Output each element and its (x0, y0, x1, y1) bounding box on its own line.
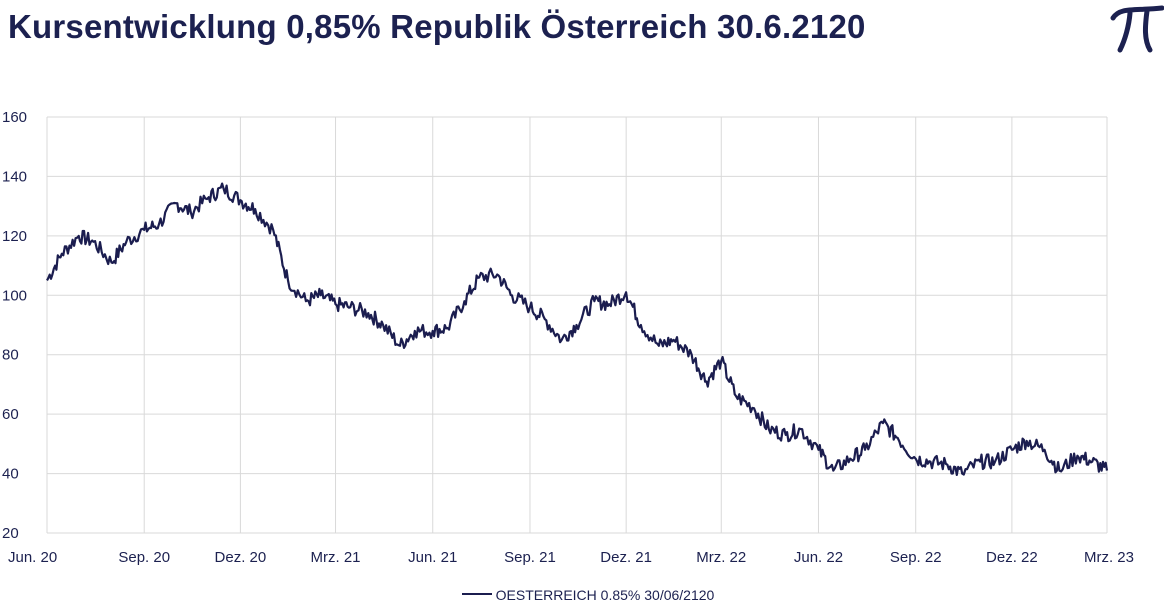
x-tick-label: Dez. 21 (600, 549, 652, 566)
x-tick-label: Jun. 21 (408, 549, 457, 566)
x-tick-label: Jun. 20 (8, 549, 57, 566)
x-tick-label: Sep. 20 (118, 549, 170, 566)
y-tick-label: 40 (2, 466, 19, 483)
x-tick-label: Mrz. 21 (311, 549, 361, 566)
legend-line-swatch (461, 593, 492, 596)
x-tick-label: Sep. 22 (890, 549, 942, 566)
chart-grid (46, 116, 1108, 534)
x-tick-label: Dez. 22 (986, 549, 1038, 566)
y-axis-ticks: 20 40 60 80 100 120 140 160 (2, 109, 27, 542)
y-tick-label: 80 (2, 347, 19, 364)
series-group (46, 182, 1109, 476)
pi-logo-icon (1110, 4, 1165, 59)
x-tick-label: Mrz. 23 (1084, 549, 1134, 566)
x-tick-label: Jun. 22 (794, 549, 843, 566)
y-tick-label: 20 (2, 525, 19, 542)
y-tick-label: 60 (2, 406, 19, 423)
x-tick-label: Sep. 21 (504, 549, 556, 566)
y-tick-label: 140 (2, 168, 27, 185)
y-tick-label: 100 (2, 287, 27, 304)
x-tick-label: Mrz. 22 (696, 549, 746, 566)
series-line (46, 182, 1109, 476)
legend: OESTERREICH 0.85% 30/06/2120 (0, 587, 1176, 603)
y-tick-label: 160 (2, 109, 27, 126)
x-axis-ticks: Jun. 20 Sep. 20 Dez. 20 Mrz. 21 Jun. 21 Sep. … (8, 549, 1134, 566)
legend-series-label: OESTERREICH 0.85% 30/06/2120 (495, 587, 715, 603)
x-tick-label: Dez. 20 (215, 549, 267, 566)
y-tick-label: 120 (2, 228, 27, 245)
chart-title: Kursentwicklung 0,85% Republik Österreic… (8, 8, 866, 45)
